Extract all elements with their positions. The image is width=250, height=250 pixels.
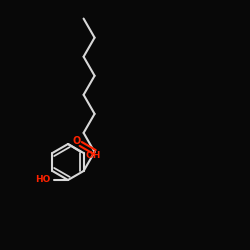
Text: O: O — [72, 136, 80, 146]
Text: OH: OH — [85, 150, 100, 160]
Text: HO: HO — [34, 176, 50, 184]
